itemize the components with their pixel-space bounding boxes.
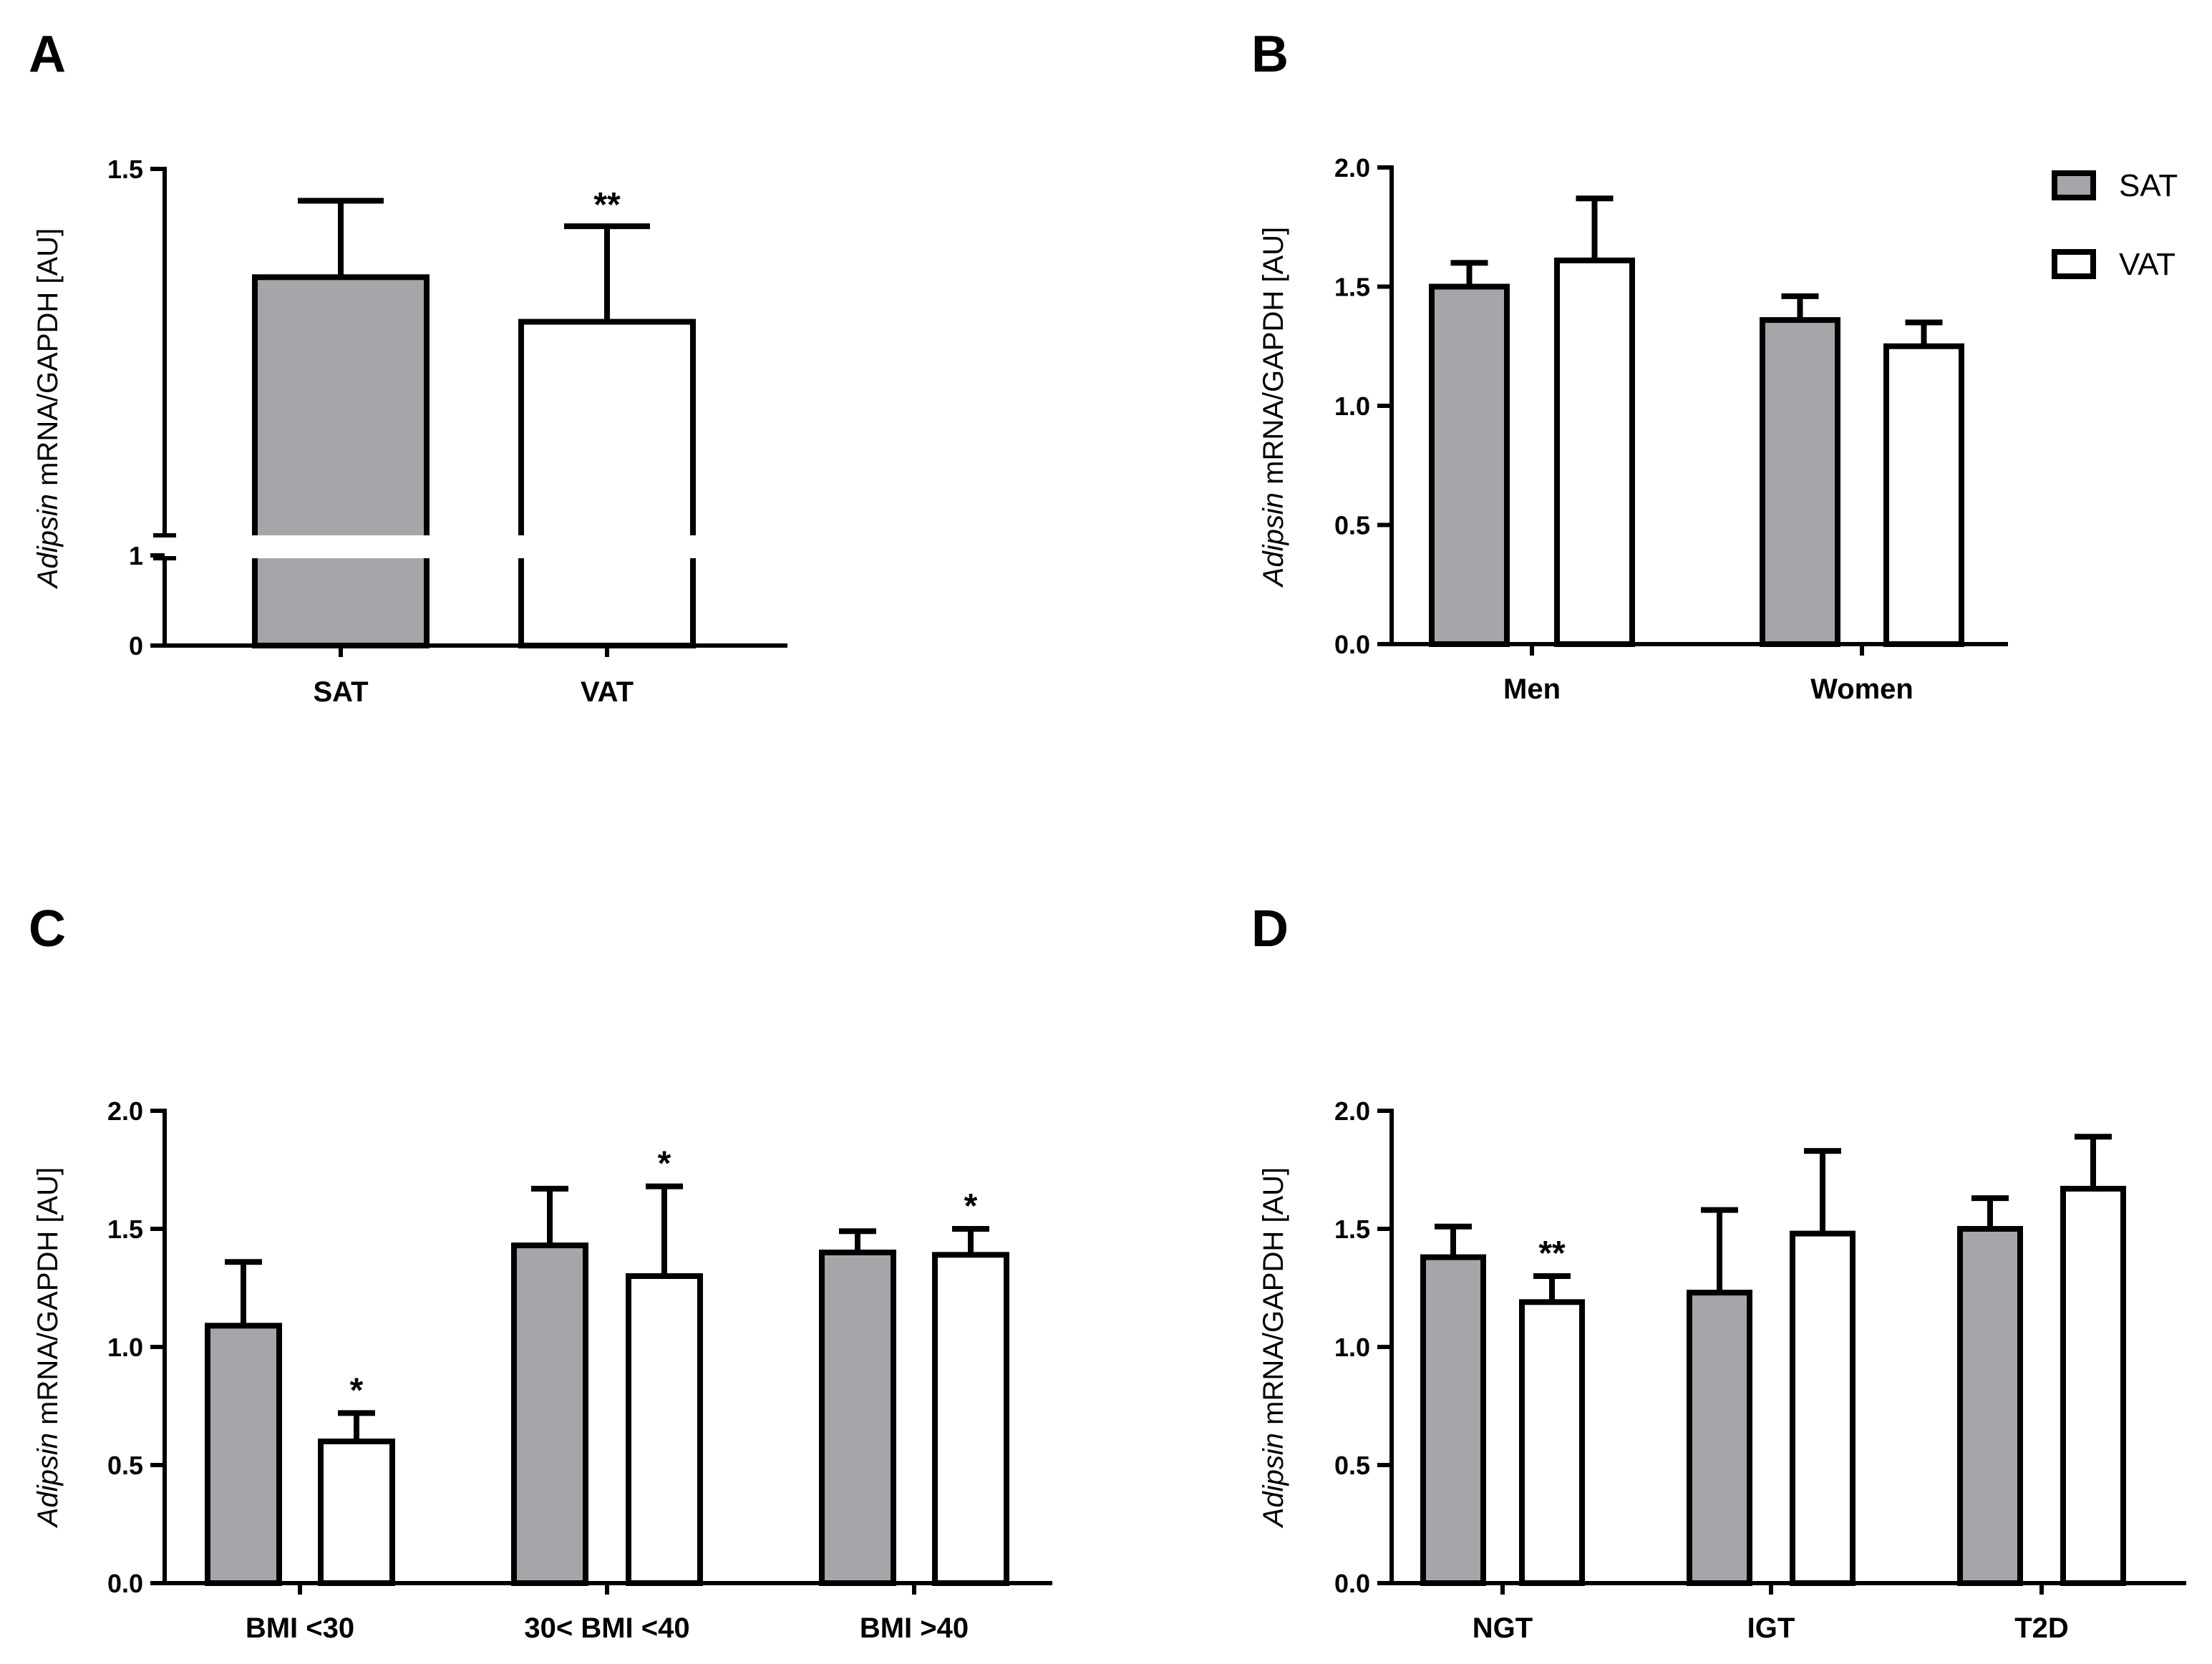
y-axis-label-gene: Adipsin	[1258, 1433, 1289, 1528]
panel-letter: D	[1251, 900, 1289, 958]
y-axis-label: Adipsin mRNA/GAPDH [AU]	[32, 1167, 64, 1528]
bar-vat-3	[932, 1252, 1009, 1587]
y-axis-label: Adipsin mRNA/GAPDH [AU]	[1258, 227, 1289, 588]
legend-label-vat: VAT	[2119, 247, 2175, 282]
bar-vat-1	[1519, 1299, 1585, 1587]
panel-b: B Adipsin mRNA/GAPDH [AU] Men Women 0.0 0.5 1.…	[1251, 26, 2008, 705]
x-tick-label: SAT	[313, 676, 368, 708]
y-tick-label: 1.0	[1334, 1333, 1370, 1362]
y-tick-label: 0.5	[1334, 1451, 1370, 1480]
y-tick-label: 1.5	[107, 155, 143, 184]
bar-vat-1	[1554, 257, 1635, 647]
y-axis-label-units: mRNA/GAPDH [AU]	[1258, 227, 1289, 492]
x-tick-label: VAT	[581, 676, 634, 708]
y-axis-label-gene: Adipsin	[32, 494, 64, 589]
y-tick-label: 2.0	[1334, 1096, 1370, 1126]
y-axis-label-gene: Adipsin	[1258, 492, 1289, 588]
y-tick-label: 0	[129, 631, 143, 661]
bar-sat-1	[1420, 1254, 1486, 1586]
y-tick-label: 0.5	[107, 1451, 143, 1480]
x-tick-label: BMI >40	[860, 1612, 969, 1644]
y-tick-label: 0.0	[1334, 1569, 1370, 1598]
legend: SAT VAT	[2052, 168, 2178, 282]
bar-sat	[252, 274, 430, 648]
panel-c: C Adipsin mRNA/GAPDH [AU] * BMI <30 * 30< BMI…	[29, 900, 1052, 1644]
panel-d: D Adipsin mRNA/GAPDH [AU] ** NGT IGT T2D 0.0 0.…	[1251, 900, 2186, 1644]
x-tick-label: IGT	[1747, 1612, 1795, 1644]
bar-sat-1	[1429, 283, 1510, 647]
x-tick-label: BMI <30	[246, 1612, 354, 1644]
x-tick-label: NGT	[1473, 1612, 1533, 1644]
bar-vat-3	[2060, 1185, 2126, 1586]
panel-letter: B	[1251, 26, 1289, 83]
legend-swatch-vat	[2052, 249, 2096, 279]
panel-letter: C	[29, 900, 66, 958]
x-tick-label: 30< BMI <40	[524, 1612, 689, 1644]
bar-vat-break-gap	[513, 535, 702, 558]
y-axis-label-units: mRNA/GAPDH [AU]	[32, 1167, 64, 1433]
y-tick-label: 0.5	[1334, 511, 1370, 540]
bar-vat-1	[318, 1439, 395, 1586]
x-tick-label: Women	[1810, 673, 1913, 705]
y-axis-label-units: mRNA/GAPDH [AU]	[1258, 1167, 1289, 1433]
y-tick-label: 1.5	[107, 1215, 143, 1244]
bar-vat-2	[1883, 343, 1964, 647]
y-tick-label: 1.0	[107, 1333, 143, 1362]
x-tick-label: T2D	[2014, 1612, 2069, 1644]
legend-label-sat: SAT	[2119, 168, 2178, 203]
bar-sat-break-gap	[246, 535, 435, 558]
bar-sat-2	[511, 1242, 588, 1586]
y-axis-label-units: mRNA/GAPDH [AU]	[32, 228, 64, 494]
significance-marker: *	[964, 1187, 978, 1225]
bar-sat-2	[1687, 1290, 1752, 1586]
y-axis-label-gene: Adipsin	[32, 1433, 64, 1528]
bar-sat-2	[1760, 317, 1840, 647]
bar-vat-2	[1790, 1230, 1856, 1586]
legend-swatch-sat	[2052, 170, 2096, 200]
y-tick-label: 1.0	[1334, 391, 1370, 421]
x-tick-label: Men	[1503, 673, 1561, 705]
y-axis-label: Adipsin mRNA/GAPDH [AU]	[32, 228, 64, 589]
y-tick-label: 1	[129, 541, 143, 570]
significance-marker: *	[658, 1145, 671, 1183]
bar-sat-3	[1957, 1226, 2023, 1586]
significance-marker: **	[593, 186, 621, 224]
bar-vat-2	[626, 1273, 703, 1586]
panel-letter: A	[29, 26, 66, 83]
bar-vat	[518, 318, 696, 648]
y-tick-label: 2.0	[1334, 153, 1370, 183]
y-tick-label: 2.0	[107, 1096, 143, 1126]
significance-marker: *	[350, 1371, 364, 1409]
significance-marker: **	[1538, 1235, 1566, 1273]
bar-sat-1	[205, 1323, 282, 1587]
bar-sat-3	[819, 1250, 896, 1586]
y-axis-label: Adipsin mRNA/GAPDH [AU]	[1258, 1167, 1289, 1528]
y-tick-label: 1.5	[1334, 273, 1370, 302]
y-tick-label: 0.0	[1334, 630, 1370, 659]
y-tick-label: 1.5	[1334, 1215, 1370, 1244]
y-tick-label: 0.0	[107, 1569, 143, 1598]
panel-a: A Adipsin mRNA/GAPDH [AU] SAT ** VAT 0 1 1.5	[29, 26, 787, 708]
